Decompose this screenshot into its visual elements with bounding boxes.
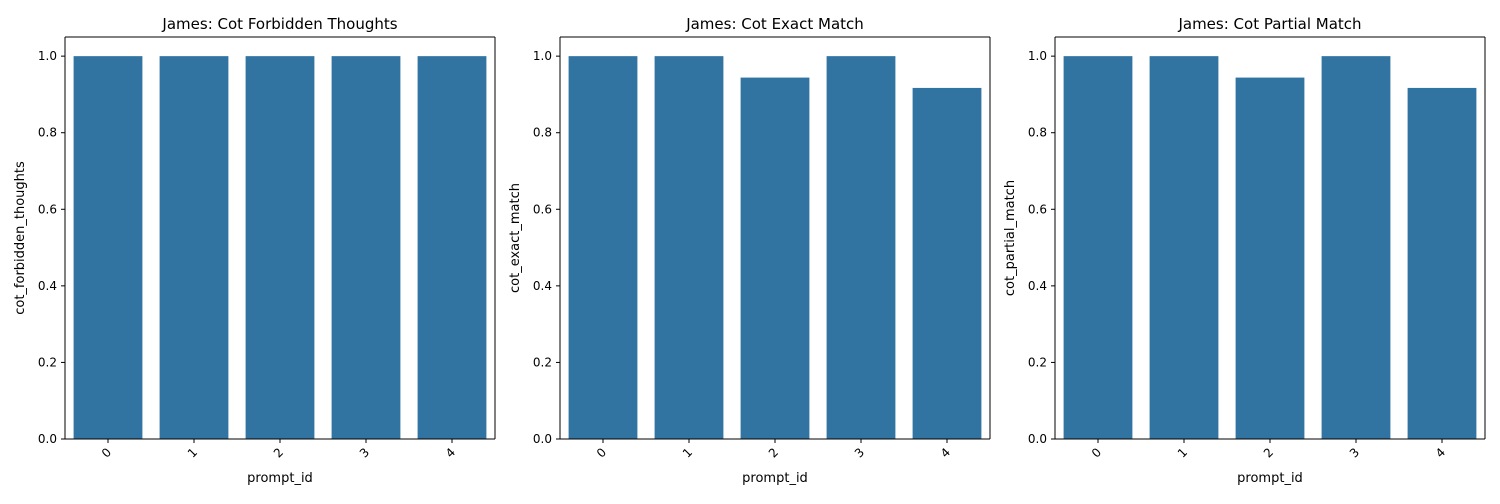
- subplot-3: 0.0 0.2 0.4 0.6 0.8 1.0 0 1 2 3 4 James: Cot Partia…: [1003, 15, 1486, 486]
- x-axis-label: prompt_id: [742, 471, 808, 486]
- bar: [826, 56, 896, 440]
- x-tick-label: 3: [357, 445, 372, 460]
- bar: [159, 56, 229, 440]
- bar: [1063, 56, 1133, 440]
- y-tick-label: 1.0: [38, 49, 57, 63]
- bar: [740, 77, 810, 439]
- y-tick-label: 0.8: [1028, 126, 1047, 140]
- y-tick-label: 0.6: [38, 202, 57, 216]
- y-axis-label: cot_forbidden_thoughts: [13, 161, 28, 315]
- y-tick-label: 0.4: [533, 279, 552, 293]
- y-tick-label: 0.6: [1028, 202, 1047, 216]
- y-tick-label: 0.2: [533, 355, 552, 369]
- x-tick-label: 1: [680, 445, 695, 460]
- bar: [1149, 56, 1219, 440]
- y-tick-label: 1.0: [533, 49, 552, 63]
- x-tick-label: 0: [99, 445, 114, 460]
- bar: [245, 56, 315, 440]
- bar: [1407, 87, 1477, 440]
- y-tick-label: 0.6: [533, 202, 552, 216]
- bar: [568, 56, 638, 440]
- y-axis-label: cot_partial_match: [1003, 180, 1018, 296]
- y-tick-label: 0.0: [38, 432, 57, 446]
- y-tick-label: 0.0: [1028, 432, 1047, 446]
- y-tick-label: 1.0: [1028, 49, 1047, 63]
- chart-title: James: Cot Exact Match: [685, 15, 864, 33]
- x-tick-label: 1: [1175, 445, 1190, 460]
- y-tick-label: 0.8: [38, 126, 57, 140]
- chart-title: James: Cot Partial Match: [1177, 15, 1361, 33]
- subplot-1: 0.0 0.2 0.4 0.6 0.8 1.0 0 1 2 3 4 James: Cot Forbid…: [13, 15, 496, 486]
- x-axis-label: prompt_id: [1237, 471, 1303, 486]
- y-axis-label: cot_exact_match: [508, 183, 523, 293]
- y-tick-label: 0.4: [38, 279, 57, 293]
- x-tick-label: 1: [185, 445, 200, 460]
- x-tick-label: 4: [443, 445, 458, 460]
- y-tick-label: 0.0: [533, 432, 552, 446]
- y-tick-label: 0.8: [533, 126, 552, 140]
- bar: [1321, 56, 1391, 440]
- bar: [73, 56, 143, 440]
- x-tick-label: 2: [271, 445, 286, 460]
- x-axis-label: prompt_id: [247, 471, 313, 486]
- x-tick-label: 4: [1433, 445, 1448, 460]
- x-tick-label: 2: [766, 445, 781, 460]
- x-tick-label: 0: [1089, 445, 1104, 460]
- chart-title: James: Cot Forbidden Thoughts: [161, 15, 397, 33]
- y-tick-label: 0.2: [38, 355, 57, 369]
- x-tick-label: 3: [852, 445, 867, 460]
- x-tick-label: 2: [1261, 445, 1276, 460]
- x-tick-label: 0: [594, 445, 609, 460]
- subplot-2: 0.0 0.2 0.4 0.6 0.8 1.0 0 1 2 3 4 James: Cot Exact …: [508, 15, 991, 486]
- bar: [417, 56, 487, 440]
- bar: [1235, 77, 1305, 439]
- y-tick-label: 0.2: [1028, 355, 1047, 369]
- x-tick-label: 3: [1347, 445, 1362, 460]
- y-tick-label: 0.4: [1028, 279, 1047, 293]
- bar: [912, 87, 982, 440]
- bar: [654, 56, 724, 440]
- bar: [331, 56, 401, 440]
- x-tick-label: 4: [938, 445, 953, 460]
